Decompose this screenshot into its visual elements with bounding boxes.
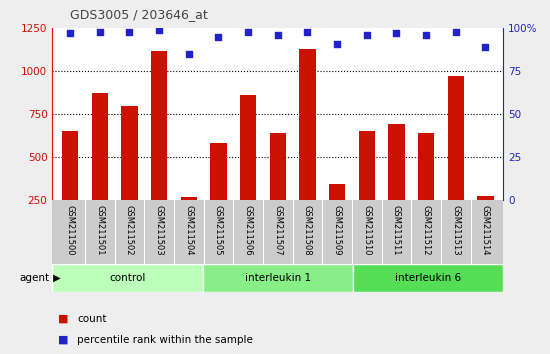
Text: GSM211508: GSM211508 (303, 205, 312, 256)
Text: GSM211503: GSM211503 (155, 205, 163, 256)
Point (65, 31, 74, 36)
Bar (210, 143, 227, 243)
Text: GSM211507: GSM211507 (273, 205, 282, 256)
Bar (62, 131, 78, 243)
Text: agent: agent (19, 273, 50, 283)
Bar (388, 125, 405, 243)
Point (303, 29, 312, 35)
Text: GSM211512: GSM211512 (422, 205, 431, 256)
Text: ▶: ▶ (50, 273, 60, 283)
Text: GSM211505: GSM211505 (214, 205, 223, 256)
Text: GSM211500: GSM211500 (65, 205, 75, 256)
Bar (240, 95, 256, 243)
Text: control: control (109, 273, 146, 283)
Text: GDS3005 / 203646_at: GDS3005 / 203646_at (70, 8, 208, 22)
Bar (299, 49, 316, 243)
Point (333, 41, 342, 47)
Text: GSM211514: GSM211514 (481, 205, 490, 256)
Text: GSM211504: GSM211504 (184, 205, 193, 256)
Bar (359, 131, 375, 243)
Point (452, 29, 460, 35)
Bar (270, 133, 286, 243)
Point (392, 31, 401, 36)
Text: GSM211511: GSM211511 (392, 205, 401, 256)
Bar (52, 264, 202, 292)
Point (155, 27, 163, 33)
Text: GSM211509: GSM211509 (333, 205, 342, 256)
Point (95, 29, 104, 35)
Point (422, 32, 431, 38)
Text: ■: ■ (58, 335, 68, 345)
Text: count: count (77, 314, 107, 324)
Text: GSM211510: GSM211510 (362, 205, 371, 256)
Point (214, 34, 223, 40)
Text: ■: ■ (58, 314, 68, 324)
Point (244, 29, 252, 35)
Text: interleukin 1: interleukin 1 (245, 273, 311, 283)
Bar (329, 184, 345, 243)
Bar (202, 264, 353, 292)
Text: GSM211502: GSM211502 (125, 205, 134, 256)
Text: interleukin 6: interleukin 6 (395, 273, 461, 283)
Bar (477, 196, 493, 243)
Bar (418, 133, 434, 243)
Bar (180, 198, 197, 243)
Bar (448, 76, 464, 243)
Point (481, 44, 490, 50)
Bar (121, 105, 138, 243)
Bar (151, 51, 167, 243)
Point (362, 32, 371, 38)
Point (273, 32, 282, 38)
Text: percentile rank within the sample: percentile rank within the sample (77, 335, 253, 345)
Bar (91, 93, 108, 243)
Point (125, 29, 134, 35)
Bar (353, 264, 503, 292)
Text: GSM211501: GSM211501 (95, 205, 104, 256)
Text: GSM211513: GSM211513 (452, 205, 460, 256)
Text: GSM211506: GSM211506 (244, 205, 252, 256)
Point (184, 51, 193, 57)
